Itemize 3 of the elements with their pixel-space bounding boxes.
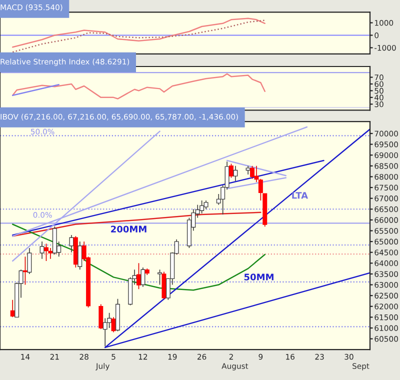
annotation: LTA — [292, 192, 308, 199]
annotation: 50MM — [244, 274, 274, 280]
annotation: 200MM — [111, 226, 146, 233]
